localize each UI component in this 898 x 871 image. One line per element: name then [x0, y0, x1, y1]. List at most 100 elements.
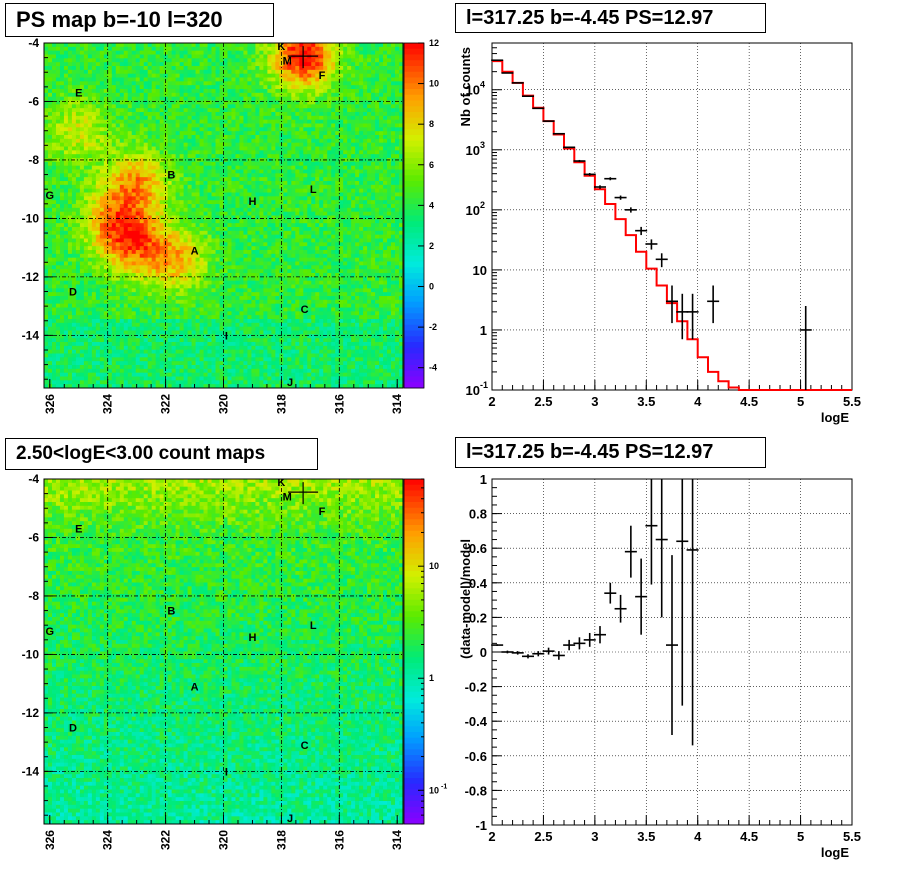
psmap-pixel: [212, 162, 216, 166]
psmap-pixel: [72, 300, 76, 304]
psmap-pixel: [216, 124, 220, 128]
psmap-pixel: [92, 216, 96, 220]
psmap-pixel: [44, 177, 48, 181]
psmap-pixel: [92, 223, 96, 227]
psmap-pixel: [255, 124, 259, 128]
psmap-pixel: [263, 131, 267, 135]
psmap-pixel: [44, 154, 48, 158]
psmap-pixel: [239, 181, 243, 185]
psmap-pixel: [251, 254, 255, 258]
psmap-pixel: [180, 177, 184, 181]
psmap-pixel: [124, 85, 128, 89]
psmap-pixel: [84, 131, 88, 135]
psmap-pixel: [168, 108, 172, 112]
psmap-pixel: [160, 212, 164, 216]
psmap-pixel: [188, 43, 192, 47]
psmap-pixel: [251, 166, 255, 170]
psmap-pixel: [192, 269, 196, 273]
psmap-pixel: [255, 265, 259, 269]
psmap-pixel: [48, 250, 52, 254]
psmap-pixel: [227, 101, 231, 105]
psmap-pixel: [48, 116, 52, 120]
psmap-pixel: [239, 242, 243, 246]
psmap-pixel: [84, 357, 88, 361]
psmap-pixel: [44, 342, 48, 346]
psmap-pixel: [152, 319, 156, 323]
psmap-pixel: [76, 177, 80, 181]
psmap-pixel: [88, 338, 92, 342]
psmap-pixel: [64, 258, 68, 262]
psmap-pixel: [156, 223, 160, 227]
psmap-pixel: [180, 277, 184, 281]
psmap-pixel: [188, 143, 192, 147]
psmap-pixel: [156, 78, 160, 82]
psmap-pixel: [227, 189, 231, 193]
psmap-pixel: [148, 304, 152, 308]
psmap-pixel: [68, 300, 72, 304]
psmap-pixel: [251, 334, 255, 338]
psmap-pixel: [224, 315, 228, 319]
psmap-pixel: [76, 331, 80, 335]
psmap-pixel: [247, 85, 251, 89]
psmap-pixel: [216, 250, 220, 254]
psmap-pixel: [92, 300, 96, 304]
psmap-pixel: [172, 108, 176, 112]
psmap-pixel: [60, 235, 64, 239]
psmap-pixel: [176, 223, 180, 227]
psmap-pixel: [243, 380, 247, 384]
psmap-pixel: [160, 143, 164, 147]
psmap-pixel: [76, 354, 80, 358]
psmap-pixel: [168, 200, 172, 204]
psmap-pixel: [168, 78, 172, 82]
psmap-pixel: [56, 308, 60, 312]
psmap-pixel: [192, 127, 196, 131]
psmap-pixel: [176, 55, 180, 59]
psmap-pixel: [247, 315, 251, 319]
psmap-pixel: [52, 116, 56, 120]
psmap-pixel: [100, 116, 104, 120]
psmap-pixel: [92, 66, 96, 70]
psmap-pixel: [124, 89, 128, 93]
psmap-pixel: [64, 170, 68, 174]
psmap-pixel: [192, 93, 196, 97]
psmap-pixel: [80, 361, 84, 365]
psmap-pixel: [224, 200, 228, 204]
psmap-pixel: [120, 62, 124, 66]
psmap-pixel: [227, 258, 231, 262]
psmap-pixel: [259, 327, 263, 331]
psmap-pixel: [52, 265, 56, 269]
psmap-pixel: [72, 147, 76, 151]
psmap-pixel: [80, 331, 84, 335]
psmap-pixel: [239, 135, 243, 139]
psmap-pixel: [116, 58, 120, 62]
psmap-pixel: [247, 51, 251, 55]
psmap-pixel: [108, 377, 112, 381]
psmap-pixel: [259, 97, 263, 101]
psmap-pixel: [259, 70, 263, 74]
psmap-pixel: [136, 193, 140, 197]
psmap-pixel: [92, 315, 96, 319]
psmap-pixel: [76, 108, 80, 112]
psmap-pixel: [148, 357, 152, 361]
psmap-pixel: [76, 373, 80, 377]
psmap-pixel: [144, 193, 148, 197]
psmap-pixel: [80, 354, 84, 358]
psmap-pixel: [120, 97, 124, 101]
psmap-pixel: [180, 162, 184, 166]
psmap-pixel: [148, 242, 152, 246]
psmap-pixel: [140, 227, 144, 231]
psmap-pixel: [235, 285, 239, 289]
psmap-pixel: [224, 108, 228, 112]
psmap-pixel: [140, 66, 144, 70]
psmap-pixel: [160, 89, 164, 93]
psmap-pixel: [124, 254, 128, 258]
psmap-pixel: [172, 315, 176, 319]
psmap-pixel: [144, 200, 148, 204]
psmap-pixel: [208, 296, 212, 300]
psmap-pixel: [200, 223, 204, 227]
psmap-pixel: [156, 231, 160, 235]
psmap-pixel: [200, 246, 204, 250]
psmap-pixel: [156, 373, 160, 377]
psmap-pixel: [72, 250, 76, 254]
psmap-pixel: [92, 97, 96, 101]
